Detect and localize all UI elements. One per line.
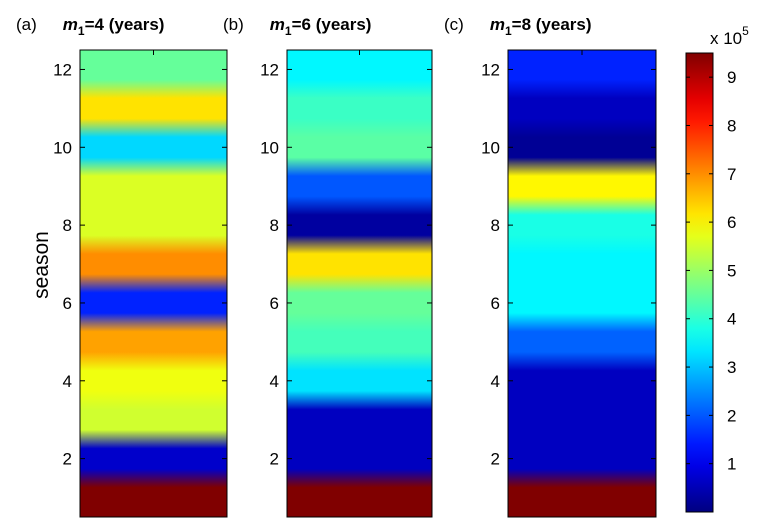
y-tick-label: 6: [270, 294, 279, 313]
heatmap-cell-season-9: [508, 167, 656, 206]
panel-title: (a) m1=4 (years): [16, 15, 164, 38]
panel-2: 2 4 6 8 10 12 (b) m1=6 (years): [223, 15, 433, 518]
colorbar-multiplier: x 105: [710, 24, 749, 48]
y-tick-label: 8: [63, 216, 72, 235]
heatmap-cell-season-1: [508, 478, 656, 517]
panel-3: 2 4 6 8 10 12 (c) m1=8 (years): [444, 15, 657, 518]
heatmap-cell-season-4: [508, 361, 656, 400]
panel-var: m: [63, 15, 78, 34]
panel-var-sub: 1: [285, 24, 292, 38]
colorbar-gradient: [686, 53, 713, 512]
heatmap-cell-season-1: [287, 478, 432, 517]
panel-label: (a): [16, 15, 37, 34]
y-tick-label: 12: [260, 60, 279, 79]
colorbar-tick-label: 3: [727, 358, 736, 377]
y-tick-label: 2: [491, 450, 500, 469]
heatmap-cell-season-9: [287, 167, 432, 206]
y-tick-label: 10: [481, 138, 500, 157]
colorbar-tick-label: 8: [727, 116, 736, 135]
heatmap-cell-season-10: [287, 128, 432, 167]
heatmap-cell-season-8: [287, 206, 432, 245]
panel-title-rest: =8 (years): [512, 15, 592, 34]
y-tick-label: 12: [481, 60, 500, 79]
heatmap-cell-season-7: [287, 245, 432, 284]
heatmap-cell-season-9: [80, 167, 227, 206]
heatmap-cell-season-6: [80, 284, 227, 323]
panel-var-sub: 1: [78, 24, 85, 38]
heatmap-cell-season-10: [508, 128, 656, 167]
colorbar-multiplier-exponent: 5: [742, 24, 749, 38]
colorbar-tick-label: 5: [727, 261, 736, 280]
heatmap-cell-season-5: [287, 322, 432, 361]
y-tick-label: 4: [491, 372, 500, 391]
y-tick-label: 6: [63, 294, 72, 313]
heatmap-cell-season-5: [508, 322, 656, 361]
heatmap-cell-season-4: [287, 361, 432, 400]
heatmap-cell-season-11: [80, 89, 227, 128]
colorbar-tick-label: 2: [727, 406, 736, 425]
heatmap-field: [508, 50, 656, 517]
heatmap-cell-season-11: [287, 89, 432, 128]
y-tick-label: 2: [63, 450, 72, 469]
colorbar-tick-label: 9: [727, 68, 736, 87]
heatmap-cell-season-11: [508, 89, 656, 128]
colorbar-tick-label: 1: [727, 455, 736, 474]
y-tick-label: 8: [270, 216, 279, 235]
y-tick-label: 10: [260, 138, 279, 157]
y-axis-label: season: [30, 231, 53, 299]
panel-title: (b) m1=6 (years): [223, 15, 371, 38]
heatmap-cell-season-12: [508, 50, 656, 89]
heatmap-cell-season-7: [508, 245, 656, 284]
panel-label: (b): [223, 15, 244, 34]
panel-title-rest: =6 (years): [292, 15, 372, 34]
heatmap-cell-season-5: [80, 322, 227, 361]
heatmap-cell-season-2: [508, 439, 656, 478]
panel-var: m: [270, 15, 285, 34]
panel-label: (c): [444, 15, 464, 34]
heatmap-cell-season-7: [80, 245, 227, 284]
heatmap-cell-season-4: [80, 361, 227, 400]
heatmap-cell-season-10: [80, 128, 227, 167]
heatmap-cell-season-2: [80, 439, 227, 478]
y-tick-label: 12: [53, 60, 72, 79]
heatmap-cell-season-12: [80, 50, 227, 89]
y-tick-label: 6: [491, 294, 500, 313]
heatmap-cell-season-1: [80, 478, 227, 517]
panel-title: (c) m1=8 (years): [444, 15, 592, 38]
colorbar-frame: [685, 52, 714, 513]
colorbar-tick-label: 6: [727, 213, 736, 232]
heatmap-cell-season-12: [287, 50, 432, 89]
heatmap-cell-season-6: [508, 284, 656, 323]
colorbar-tick-label: 7: [727, 165, 736, 184]
y-tick-label: 8: [491, 216, 500, 235]
panel-1: 2 4 6 8 10 12 (a) m1=4 (years): [16, 15, 228, 518]
y-tick-label: 4: [270, 372, 279, 391]
heatmap-field: [287, 50, 432, 517]
heatmap-cell-season-8: [80, 206, 227, 245]
heatmap-cell-season-8: [508, 206, 656, 245]
heatmap-cell-season-3: [508, 400, 656, 439]
colorbar-multiplier-base: x 10: [710, 29, 742, 48]
panel-var: m: [490, 15, 505, 34]
heatmap-cell-season-6: [287, 284, 432, 323]
heatmap-field: [80, 50, 227, 517]
heatmap-cell-season-3: [287, 400, 432, 439]
heatmap-cell-season-2: [287, 439, 432, 478]
panel-var-sub: 1: [505, 24, 512, 38]
y-tick-label: 10: [53, 138, 72, 157]
y-tick-label: 2: [270, 450, 279, 469]
y-tick-label: 4: [63, 372, 72, 391]
panel-title-rest: =4 (years): [85, 15, 165, 34]
heatmap-cell-season-3: [80, 400, 227, 439]
colorbar-tick-label: 4: [727, 310, 736, 329]
